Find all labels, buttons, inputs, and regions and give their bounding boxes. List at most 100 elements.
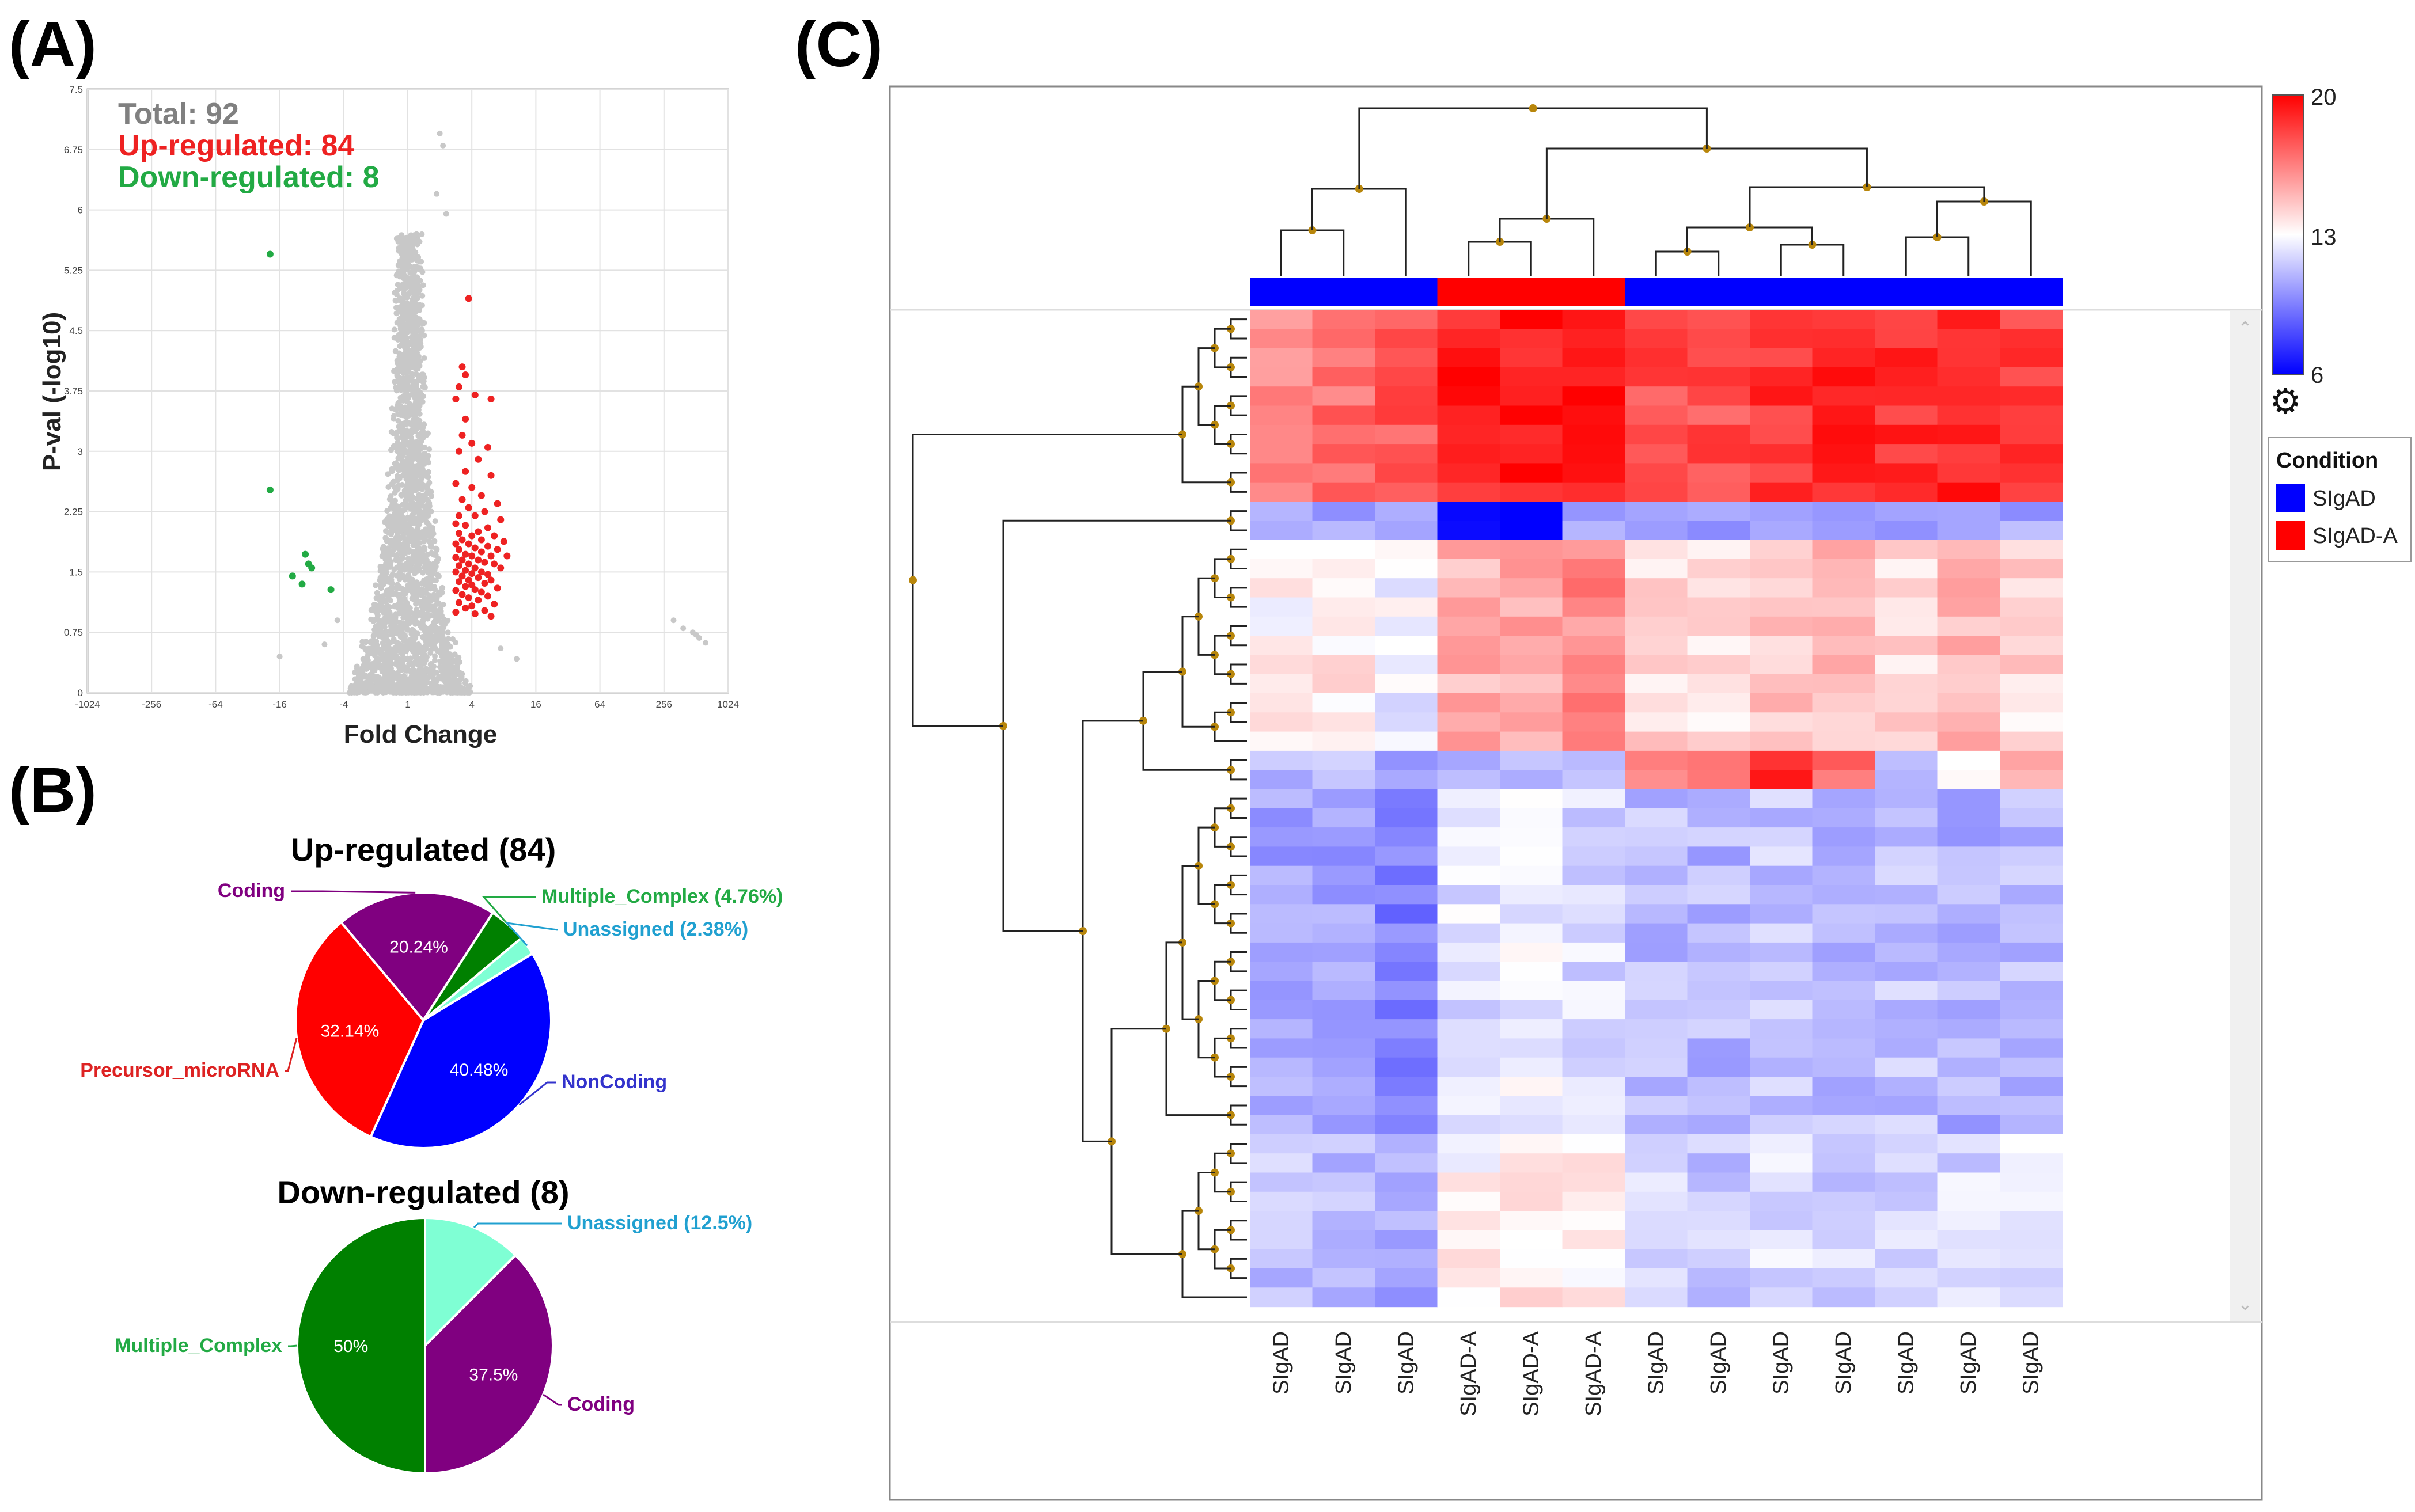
- heatmap-cell: [1875, 770, 1938, 790]
- heatmap-cell: [1750, 750, 1813, 770]
- heatmap-cell: [1437, 846, 1500, 867]
- grey-point: [393, 291, 400, 298]
- heatmap-cell: [1937, 502, 2000, 521]
- grey-point: [394, 448, 400, 454]
- heatmap-cell: [1437, 1096, 1500, 1116]
- up-regulated-point: [468, 532, 476, 540]
- grey-point: [450, 659, 457, 665]
- heatmap-cell: [1687, 770, 1750, 790]
- x-tick-label: -4: [339, 699, 348, 710]
- grey-point: [414, 533, 420, 540]
- heatmap-cell: [1437, 348, 1500, 368]
- heatmap-cell: [1437, 540, 1500, 560]
- heatmap-cell: [1750, 655, 1813, 675]
- condition-bar-cell: [1437, 278, 1500, 306]
- grey-point: [334, 617, 340, 624]
- scroll-up-arrow[interactable]: ⌃: [2238, 319, 2252, 338]
- grey-point: [381, 608, 387, 614]
- grey-point: [397, 352, 403, 359]
- heatmap-cell: [1250, 789, 1313, 809]
- x-tick-label: 4: [469, 699, 474, 710]
- heatmap-cell: [1812, 808, 1875, 828]
- condition-bar-cell: [2000, 278, 2063, 306]
- heatmap-cell: [1812, 885, 1875, 905]
- heatmap-cell: [1687, 1000, 1750, 1020]
- heatmap-cell: [2000, 616, 2063, 636]
- heatmap-cell: [1687, 463, 1750, 483]
- up-regulated-point: [455, 599, 462, 606]
- heatmap-cell: [1500, 502, 1563, 521]
- heatmap-cell: [1312, 1268, 1375, 1288]
- up-regulated-point: [458, 536, 466, 544]
- heatmap-cell: [1812, 962, 1875, 982]
- grey-point: [431, 607, 437, 614]
- grey-point: [412, 302, 418, 309]
- heatmap-cell: [1312, 750, 1375, 770]
- column-label: SIgAD: [1644, 1331, 1668, 1395]
- heatmap-cell: [1687, 424, 1750, 445]
- heatmap-cell: [1812, 597, 1875, 617]
- legend-label-sigad: SIgAD: [2312, 487, 2376, 511]
- heatmap-cell: [1312, 405, 1375, 426]
- heatmap-cell: [1437, 827, 1500, 847]
- summary-total: Total: 92: [118, 97, 239, 131]
- grey-point: [408, 526, 414, 533]
- grey-point: [410, 635, 416, 641]
- heatmap-cell: [1312, 540, 1375, 560]
- heatmap-cell: [1312, 521, 1375, 541]
- grey-point: [403, 637, 409, 643]
- grey-point: [417, 389, 423, 396]
- heatmap-cell: [1812, 1134, 1875, 1154]
- grey-point: [419, 670, 425, 677]
- grey-point: [418, 644, 424, 651]
- y-tick-label: 1.5: [69, 567, 83, 578]
- heatmap-cell: [1375, 424, 1438, 445]
- pie-up-title: Up-regulated (84): [291, 831, 556, 868]
- heatmap-cell: [1312, 865, 1375, 886]
- grey-point: [405, 237, 412, 243]
- heatmap-cell: [1437, 1249, 1500, 1269]
- grey-point: [411, 480, 418, 487]
- heatmap-cell: [1750, 1057, 1813, 1077]
- heatmap-cell: [1750, 981, 1813, 1001]
- heatmap-cell: [1812, 1230, 1875, 1250]
- grey-point: [423, 657, 429, 663]
- grey-point: [407, 449, 414, 455]
- grey-point: [400, 656, 407, 663]
- grey-point: [429, 493, 435, 499]
- heatmap-cell: [1562, 1019, 1625, 1039]
- heatmap-cell: [2000, 808, 2063, 828]
- gear-icon[interactable]: ⚙: [2269, 382, 2302, 421]
- heatmap-cell: [1375, 846, 1438, 867]
- heatmap-cell: [1312, 1249, 1375, 1269]
- grey-point: [354, 679, 361, 685]
- grey-point: [398, 599, 404, 605]
- heatmap-cell: [1375, 770, 1438, 790]
- grey-point: [412, 417, 418, 424]
- heatmap-cell: [1812, 463, 1875, 483]
- heatmap-cell: [1750, 846, 1813, 867]
- heatmap-cell: [1375, 348, 1438, 368]
- column-label: SIgAD-A: [1457, 1331, 1481, 1416]
- heatmap-cell: [1562, 865, 1625, 886]
- grey-point: [384, 602, 391, 609]
- y-tick-label: 5.25: [64, 265, 83, 276]
- vertical-scrollbar[interactable]: [2230, 311, 2260, 1321]
- grey-point: [386, 640, 393, 647]
- grey-point: [423, 643, 430, 649]
- grey-point: [405, 457, 411, 464]
- condition-bar-cell: [1812, 278, 1875, 306]
- grey-point: [403, 276, 410, 283]
- grey-point: [359, 643, 365, 649]
- heatmap-cell: [1312, 789, 1375, 809]
- grey-point: [397, 633, 404, 640]
- up-regulated-point: [494, 584, 501, 592]
- heatmap-cell: [1750, 1000, 1813, 1020]
- heatmap-cell: [1687, 674, 1750, 694]
- grey-point: [404, 294, 410, 301]
- grey-point: [424, 502, 431, 508]
- scroll-down-arrow[interactable]: ⌄: [2238, 1295, 2252, 1314]
- grey-point: [423, 666, 429, 672]
- grey-point: [391, 511, 397, 518]
- heatmap-cell: [1625, 310, 1688, 329]
